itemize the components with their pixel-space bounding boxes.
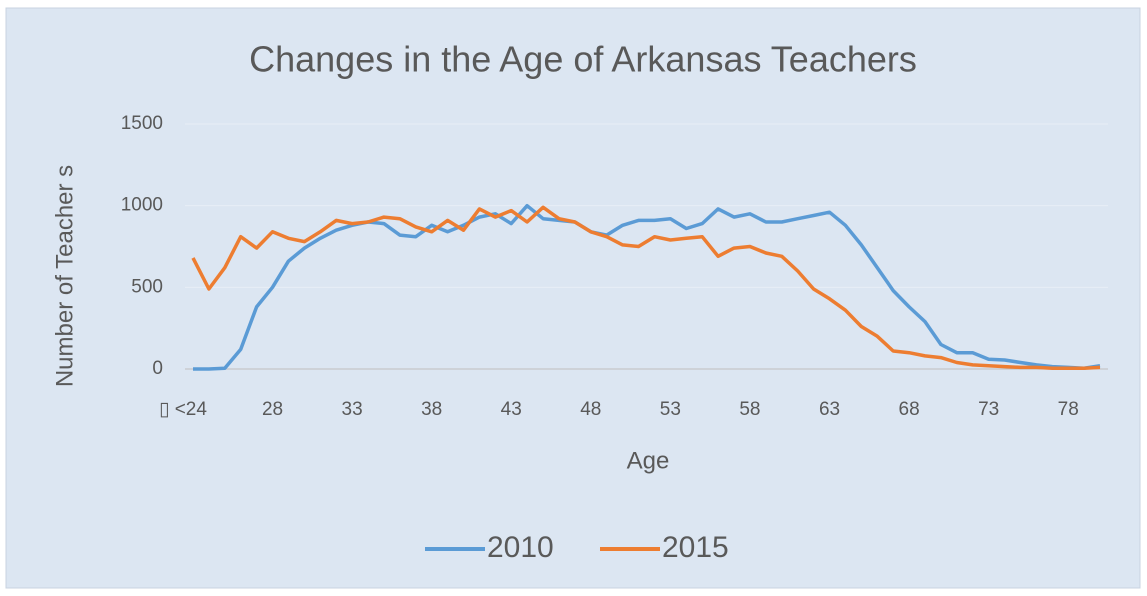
chart-title: Changes in the Age of Arkansas Teachers	[249, 39, 917, 80]
y-tick-label: 1000	[121, 195, 163, 216]
x-tick-label: 58	[739, 399, 760, 420]
y-tick-label: 0	[152, 358, 163, 379]
x-tick-label: 63	[819, 399, 840, 420]
x-tick-label: ▯ <24	[159, 399, 207, 420]
line-series	[191, 205, 1101, 370]
y-tick-label: 1500	[121, 113, 163, 134]
x-tick-label: 68	[899, 399, 920, 420]
x-axis-label: Age	[627, 447, 670, 474]
x-tick-label: 43	[501, 399, 522, 420]
y-axis-label: Number of Teacher s	[51, 165, 78, 387]
legend-label: 2010	[487, 531, 554, 564]
x-tick-label: 33	[342, 399, 363, 420]
x-tick-label: 38	[421, 399, 442, 420]
line-series	[193, 203, 1101, 371]
y-tick-label: 500	[131, 276, 163, 297]
chart-background	[5, 7, 1141, 589]
legend-label: 2015	[662, 531, 729, 564]
x-tick-label: 28	[262, 399, 283, 420]
x-tick-label: 73	[978, 399, 999, 420]
x-tick-label: 48	[580, 399, 601, 420]
x-tick-label: 78	[1058, 399, 1079, 420]
x-tick-label: 53	[660, 399, 681, 420]
